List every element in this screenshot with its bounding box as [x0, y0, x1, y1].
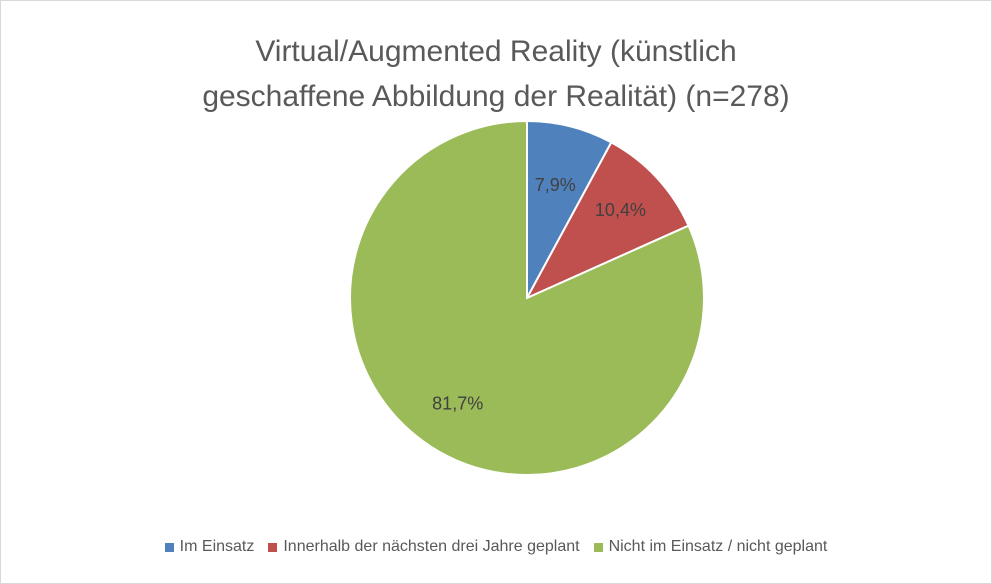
legend: Im Einsatz Innerhalb der nächsten drei Ja… — [1, 538, 991, 556]
data-label: 81,7% — [432, 394, 483, 414]
legend-item: Im Einsatz — [164, 538, 255, 556]
data-label: 10,4% — [595, 200, 646, 220]
legend-item: Innerhalb der nächsten drei Jahre geplan… — [268, 538, 580, 556]
legend-swatch — [164, 542, 174, 552]
legend-swatch — [593, 542, 603, 552]
legend-label: Im Einsatz — [179, 538, 255, 555]
legend-label: Innerhalb der nächsten drei Jahre geplan… — [283, 538, 580, 555]
legend-label: Nicht im Einsatz / nicht geplant — [608, 538, 828, 555]
chart-title: Virtual/Augmented Reality (künstlich ges… — [202, 35, 790, 113]
data-label: 7,9% — [535, 175, 576, 195]
legend-swatch — [268, 542, 278, 552]
pie-slice — [524, 141, 690, 301]
pie-slice — [349, 119, 705, 476]
legend-item: Nicht im Einsatz / nicht geplant — [593, 538, 828, 556]
